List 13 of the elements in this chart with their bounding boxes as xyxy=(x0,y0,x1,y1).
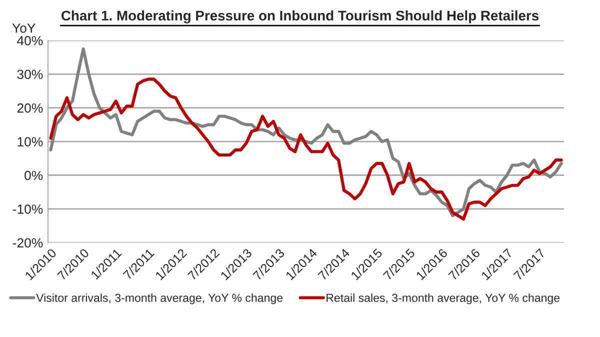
y-tick-label: 40% xyxy=(17,36,43,46)
y-tick-label: 10% xyxy=(18,137,43,146)
line-series xyxy=(49,78,563,221)
y-tick-label: -20% xyxy=(12,238,43,248)
y-tick-label: 20% xyxy=(17,103,43,113)
legend-label: Visitor arrivals, 3-month average, YoY % change xyxy=(36,293,283,304)
y-tick-label: -10% xyxy=(12,204,43,214)
chart-title: Chart 1. Moderating Pressure on Inbound Tourism Should Help Retailers xyxy=(61,10,539,24)
y-axis-title: YoY xyxy=(12,24,36,33)
line-series xyxy=(49,47,563,218)
legend-label: Retail sales, 3-month average, YoY % change xyxy=(326,293,560,304)
y-tick-label: 0% xyxy=(24,170,43,180)
y-tick-label: 30% xyxy=(17,70,43,80)
